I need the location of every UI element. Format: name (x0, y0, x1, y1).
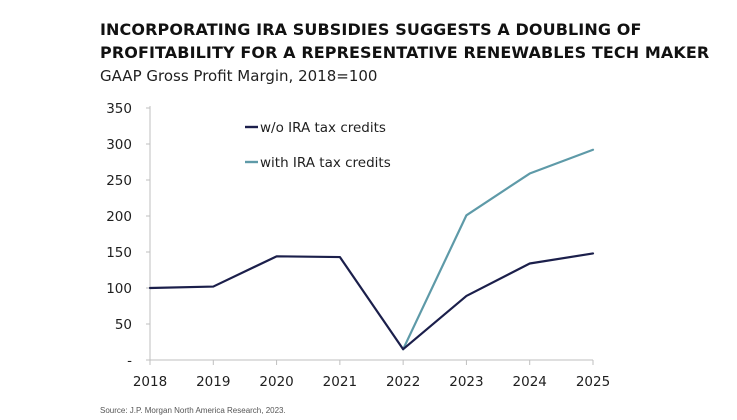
chart-title-line-1: INCORPORATING IRA SUBSIDIES SUGGESTS A D… (100, 20, 642, 39)
chart-header: INCORPORATING IRA SUBSIDIES SUGGESTS A D… (100, 18, 720, 86)
y-tick-label: - (127, 353, 132, 369)
x-tick-label: 2020 (259, 374, 293, 390)
x-tick-label: 2022 (386, 374, 420, 390)
y-tick-label: 250 (106, 173, 132, 189)
series-line-without-ira (148, 252, 595, 351)
x-tick-label: 2025 (576, 374, 610, 390)
chart-title-line-2: PROFITABILITY FOR A REPRESENTATIVE RENEW… (100, 43, 710, 62)
x-axis: 2018 2019 2020 2021 2022 2023 2024 2025 (133, 359, 610, 390)
y-tick-label: 200 (106, 209, 132, 225)
x-tick-label: 2023 (449, 374, 483, 390)
source-note: Source: J.P. Morgan North America Resear… (100, 406, 286, 415)
y-tick-label: 100 (106, 281, 132, 297)
series-lines (148, 148, 595, 351)
legend-label: w/o IRA tax credits (260, 120, 386, 136)
y-tick-label: 150 (106, 245, 132, 261)
x-tick-label: 2021 (323, 374, 357, 390)
y-tick-label: 50 (115, 317, 132, 333)
legend-label: with IRA tax credits (260, 155, 391, 171)
legend: w/o IRA tax credits with IRA tax credits (245, 120, 391, 171)
chart-subtitle: GAAP Gross Profit Margin, 2018=100 (100, 67, 378, 85)
y-axis: - 50 100 150 200 250 300 350 (106, 101, 151, 369)
y-tick-label: 350 (106, 101, 132, 117)
series-line-with-ira (402, 148, 595, 351)
y-tick-label: 300 (106, 137, 132, 153)
x-tick-label: 2018 (133, 374, 167, 390)
x-tick-label: 2019 (196, 374, 230, 390)
x-tick-label: 2024 (513, 374, 547, 390)
